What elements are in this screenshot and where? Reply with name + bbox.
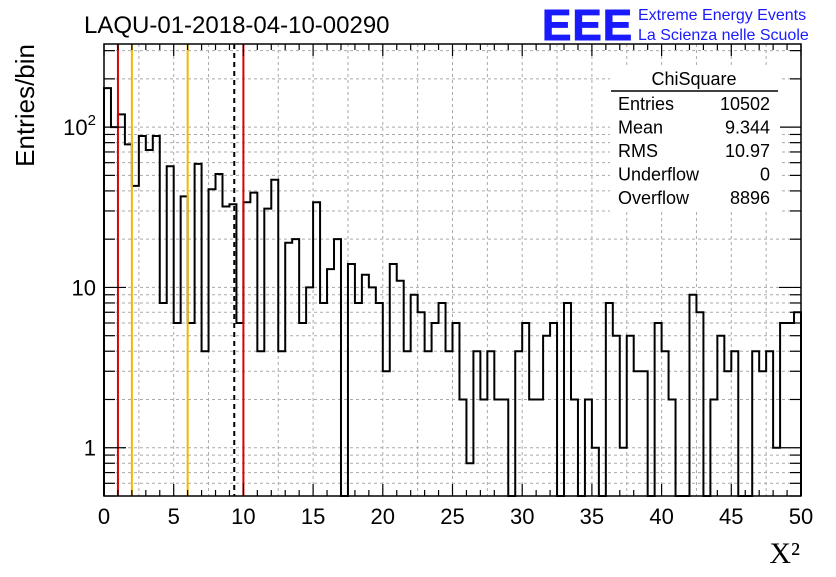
y-tick-label: 10 — [72, 275, 96, 300]
stats-label-entries: Entries — [618, 94, 674, 114]
x-tick-label: 30 — [510, 504, 534, 529]
stats-value-rms: 10.97 — [725, 141, 770, 161]
stats-label-overflow: Overflow — [618, 188, 690, 208]
axis-ticks — [103, 44, 802, 497]
x-tick-label: 0 — [98, 504, 110, 529]
x-tick-label: 25 — [440, 504, 464, 529]
x-tick-labels: 0 5 10 15 20 25 30 35 40 45 50 — [98, 504, 813, 529]
y-tick-labels: 1 10 102 — [63, 112, 96, 461]
x-tick-label: 40 — [649, 504, 673, 529]
stats-value-underflow: 0 — [760, 165, 770, 185]
x-tick-label: 45 — [719, 504, 743, 529]
x-tick-label: 35 — [580, 504, 604, 529]
x-tick-label: 15 — [301, 504, 325, 529]
chart-title: LAQU-01-2018-04-10-00290 — [84, 12, 390, 39]
x-tick-label: 20 — [371, 504, 395, 529]
y-axis-title: Entries/bin — [10, 44, 40, 167]
stats-label-rms: RMS — [618, 141, 658, 161]
x-tick-label: 5 — [168, 504, 180, 529]
eee-logo: EEE Extreme Energy Events La Scienza nel… — [542, 1, 809, 51]
eee-logo-mark: EEE — [542, 1, 633, 50]
y-tick-label: 102 — [63, 112, 96, 140]
stats-box-title: ChiSquare — [651, 69, 736, 89]
stats-box: ChiSquare Entries 10502 Mean 9.344 RMS 10.97 U… — [610, 66, 780, 212]
stats-label-underflow: Underflow — [618, 165, 700, 185]
stats-box-rows: Entries 10502 Mean 9.344 RMS 10.97 Underflow 0 O… — [618, 94, 770, 208]
x-tick-label: 50 — [789, 504, 813, 529]
x-tick-label: 10 — [231, 504, 255, 529]
stats-value-mean: 9.344 — [725, 118, 770, 138]
x-axis-title: X² — [769, 537, 800, 570]
vertical-marker-lines — [116, 44, 245, 496]
eee-logo-line2: La Scienza nelle Scuole — [638, 27, 809, 44]
y-tick-label: 1 — [84, 436, 96, 461]
eee-logo-line1: Extreme Energy Events — [638, 7, 806, 24]
stats-value-overflow: 8896 — [730, 188, 770, 208]
stats-value-entries: 10502 — [720, 94, 770, 114]
stats-label-mean: Mean — [618, 118, 663, 138]
